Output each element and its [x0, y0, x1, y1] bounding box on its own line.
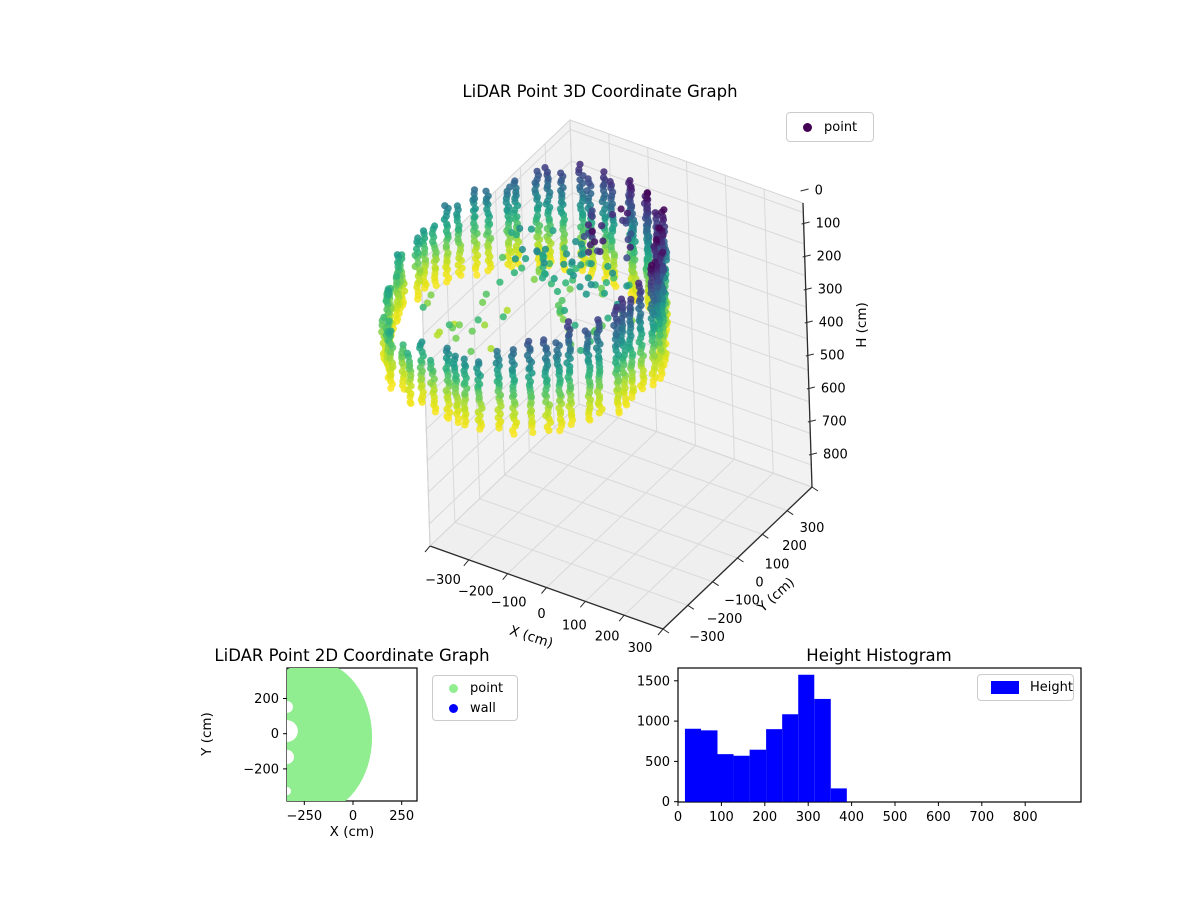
- svg-text:1500: 1500: [637, 674, 670, 689]
- hist-bar: [749, 749, 767, 802]
- legend-item-height: Height: [978, 678, 1073, 698]
- wall-marker-icon: [449, 703, 458, 713]
- legend-item-point: point: [433, 678, 517, 698]
- svg-text:600: 600: [926, 810, 951, 825]
- svg-text:400: 400: [839, 810, 864, 825]
- legend-item-wall: wall: [433, 698, 517, 718]
- svg-text:0: 0: [674, 810, 682, 825]
- svg-text:X (cm): X (cm): [330, 824, 375, 840]
- hist-bar: [814, 698, 831, 802]
- hist-bar: [733, 755, 750, 802]
- plot2d-ticks: −250 0 250 200 0 −200 X (cm) Y (cm): [199, 692, 414, 840]
- svg-text:−250: −250: [286, 809, 322, 824]
- svg-text:−300: −300: [689, 630, 725, 645]
- svg-text:500: 500: [820, 349, 845, 364]
- legend-label-wall: wall: [470, 700, 496, 716]
- plot2d-title: LiDAR Point 2D Coordinate Graph: [214, 646, 490, 665]
- svg-text:X (cm): X (cm): [508, 623, 555, 652]
- svg-text:800: 800: [823, 448, 848, 463]
- plot2d-points-region: [287, 668, 373, 801]
- svg-text:H (cm): H (cm): [854, 302, 870, 348]
- svg-text:300: 300: [796, 810, 821, 825]
- svg-text:−200: −200: [707, 612, 743, 627]
- svg-text:800: 800: [1013, 810, 1038, 825]
- plot3d-ticks: −300−200−1000100200300−300−200−100010020…: [424, 184, 848, 656]
- svg-text:−100: −100: [724, 594, 760, 609]
- plot3d-points: [378, 160, 672, 438]
- histogram-title: Height Histogram: [806, 646, 952, 665]
- svg-text:200: 200: [254, 692, 279, 707]
- svg-text:0: 0: [271, 727, 279, 742]
- svg-text:200: 200: [817, 250, 842, 265]
- svg-text:300: 300: [800, 521, 825, 536]
- svg-text:100: 100: [765, 557, 790, 572]
- svg-text:Y (cm): Y (cm): [199, 712, 215, 757]
- svg-text:−300: −300: [425, 573, 461, 588]
- legend-label-point: point: [470, 680, 504, 696]
- hist-bar: [701, 730, 718, 802]
- hist-bar: [717, 754, 734, 802]
- svg-text:300: 300: [628, 641, 653, 656]
- svg-text:400: 400: [819, 316, 844, 331]
- hist-bar: [798, 674, 815, 802]
- legend-item-point: point: [787, 117, 873, 137]
- svg-text:250: 250: [389, 809, 414, 824]
- svg-text:−200: −200: [243, 762, 279, 777]
- svg-text:1000: 1000: [637, 715, 670, 730]
- hist-bar: [684, 728, 702, 802]
- plot3d-title: LiDAR Point 3D Coordinate Graph: [462, 82, 738, 101]
- svg-text:0: 0: [537, 607, 545, 622]
- histogram-legend: Height: [977, 674, 1074, 701]
- svg-text:700: 700: [822, 415, 847, 430]
- svg-text:100: 100: [562, 618, 587, 633]
- hist-bar: [766, 729, 783, 802]
- svg-text:0: 0: [349, 809, 357, 824]
- svg-text:300: 300: [818, 283, 843, 298]
- svg-text:200: 200: [752, 810, 777, 825]
- svg-text:−200: −200: [458, 584, 494, 599]
- svg-text:0: 0: [815, 184, 823, 199]
- histogram-ticks: 0 100 200 300 400 500 600 700 800 0 500 1000 1500: [637, 674, 1038, 825]
- svg-text:200: 200: [595, 630, 620, 645]
- hist-bar: [830, 788, 847, 802]
- point-marker-icon: [449, 683, 458, 693]
- height-bar-swatch-icon: [991, 681, 1019, 694]
- svg-text:500: 500: [645, 755, 670, 770]
- point-marker-icon: [803, 122, 812, 132]
- svg-text:100: 100: [709, 810, 734, 825]
- svg-text:−100: −100: [491, 596, 527, 611]
- svg-text:500: 500: [883, 810, 908, 825]
- hist-bar: [782, 714, 799, 802]
- plot3d-legend: point: [786, 112, 874, 142]
- histogram-bars: [684, 674, 847, 802]
- svg-text:0: 0: [662, 795, 670, 810]
- legend-label-height: Height: [1030, 680, 1073, 695]
- svg-text:0: 0: [755, 576, 763, 591]
- svg-text:200: 200: [782, 539, 807, 554]
- svg-text:100: 100: [816, 217, 841, 232]
- plot2d-scene: [286, 667, 418, 802]
- svg-text:600: 600: [821, 382, 846, 397]
- plot2d-legend: point wall: [432, 675, 518, 721]
- legend-label-point: point: [824, 119, 858, 135]
- svg-text:700: 700: [969, 810, 994, 825]
